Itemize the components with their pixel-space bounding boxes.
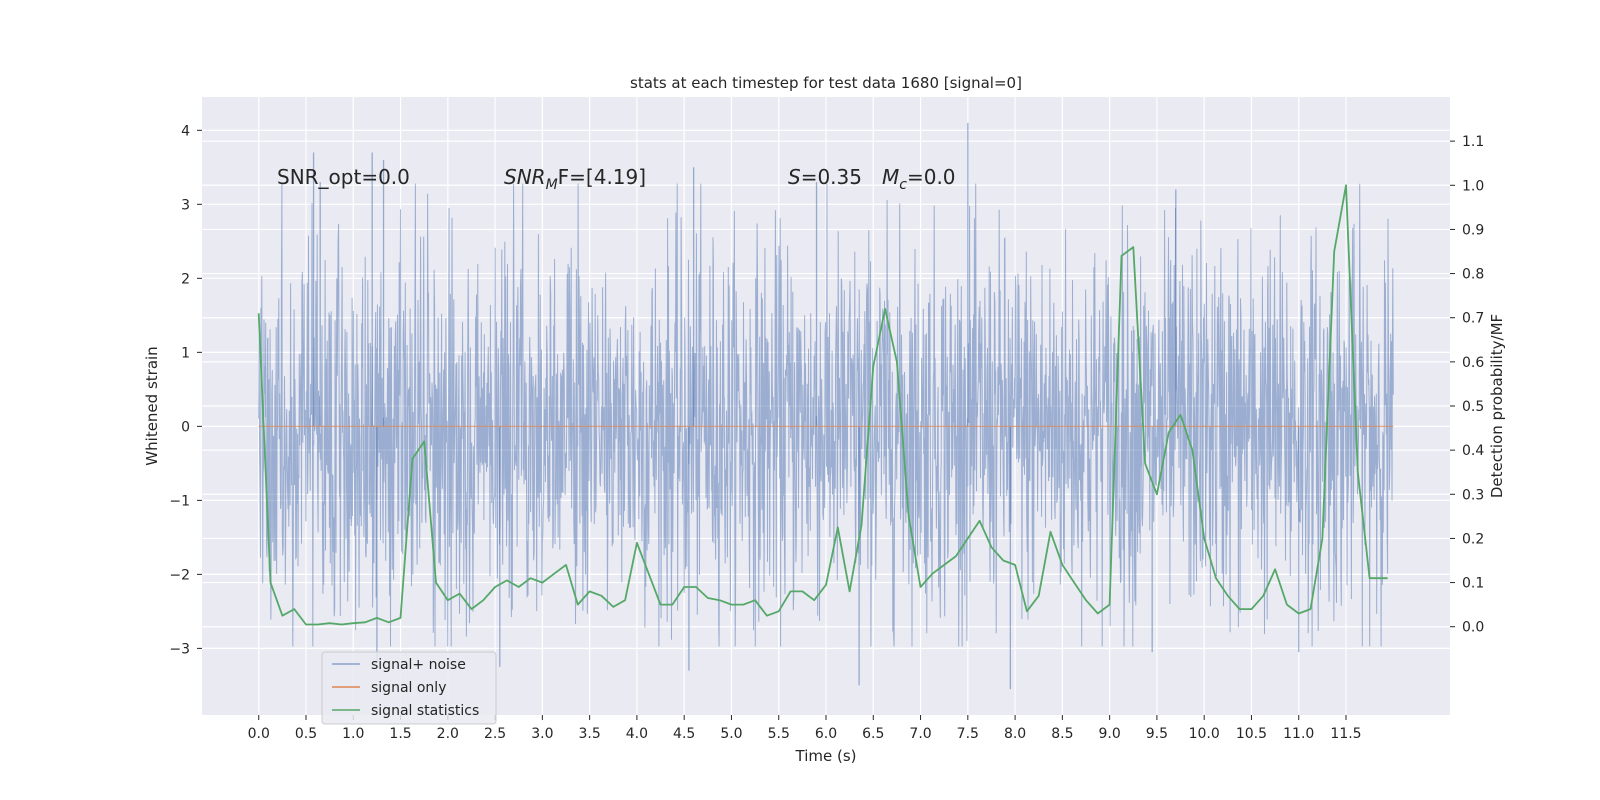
x-tick-label: 7.5: [957, 726, 979, 742]
y-right-tick-label: 0.5: [1462, 399, 1484, 415]
annotation-snr-mf: SNRMF=[4.19]: [504, 165, 646, 193]
x-tick-label: 0.0: [248, 726, 270, 742]
annotations: SNR_opt=0.0 SNRMF=[4.19] S=0.35 Mc=0.0: [277, 165, 956, 193]
s-var: S: [788, 165, 801, 189]
axes: 0.0 0.5 1.0 1.5 2.0 2.5 3.0 3.5 4.0 4.5 5.0 5.5 6.0 6…: [169, 123, 1484, 742]
y-right-tick-label: 1.1: [1462, 134, 1484, 150]
annotation-snr-opt: SNR_opt=0.0: [277, 165, 410, 189]
legend-label-signal-noise: signal+ noise: [371, 657, 466, 673]
y-left-tick-label: 2: [181, 271, 190, 287]
x-tick-label: 11.5: [1330, 726, 1361, 742]
x-tick-label: 3.5: [579, 726, 601, 742]
y-right-tick-label: 0.6: [1462, 355, 1484, 371]
legend-label-signal-statistics: signal statistics: [371, 703, 479, 719]
snr-mf-base: SNR: [504, 165, 546, 189]
y-axis-right-label: Detection probability/MF: [1488, 314, 1506, 498]
y-right-tick-label: 0.1: [1462, 576, 1484, 592]
signal-statistics-line: [257, 184, 1388, 626]
x-tick-label: 5.0: [720, 726, 742, 742]
y-left-tick-label: 0: [181, 419, 190, 435]
y-left-tick-label: 1: [181, 345, 190, 361]
x-tick-label: 10.0: [1189, 726, 1220, 742]
legend: signal+ noise signal only signal statist…: [321, 651, 497, 725]
legend-box: [321, 651, 497, 725]
y-right-tick-label: 0.2: [1462, 531, 1484, 547]
x-tick-label: 0.5: [295, 726, 317, 742]
legend-label-signal-only: signal only: [371, 680, 446, 696]
y-right-tick-label: 0.9: [1462, 222, 1484, 238]
signal-statistics-series: [257, 184, 1388, 626]
signal-noise-trace: [258, 183, 1394, 647]
x-tick-label: 11.0: [1283, 726, 1314, 742]
annotation-s: S=0.35: [788, 165, 862, 189]
x-tick-label: 3.0: [531, 726, 553, 742]
x-axis-label: Time (s): [795, 747, 857, 765]
x-tick-label: 9.0: [1099, 726, 1121, 742]
s-val: =0.35: [801, 165, 862, 189]
signal-noise-series: [258, 122, 1394, 690]
y-right-tick-label: 0.7: [1462, 311, 1484, 327]
y-right-tick-label: 1.0: [1462, 178, 1484, 194]
y-left-tick-label: −1: [169, 493, 190, 509]
x-tick-label: 5.5: [768, 726, 790, 742]
x-tick-label: 6.0: [815, 726, 837, 742]
x-tick-label: 8.5: [1051, 726, 1073, 742]
chart-title: stats at each timestep for test data 168…: [630, 74, 1022, 92]
x-tick-label: 6.5: [862, 726, 884, 742]
mc-val: =0.0: [907, 165, 956, 189]
snr-mf-rest: F=[4.19]: [558, 165, 646, 189]
x-tick-label: 10.5: [1236, 726, 1267, 742]
y-left-tick-label: 3: [181, 197, 190, 213]
y-right-tick-label: 0.4: [1462, 443, 1484, 459]
mc-sub: c: [899, 177, 907, 193]
y-right-tick-label: 0.8: [1462, 267, 1484, 283]
x-tick-label: 4.0: [626, 726, 648, 742]
y-left-tick-label: 4: [181, 123, 190, 139]
x-tick-label: 2.0: [437, 726, 459, 742]
snr-mf-sub: M: [546, 177, 558, 193]
x-tick-label: 9.5: [1146, 726, 1168, 742]
y-right-tick-label: 0.0: [1462, 620, 1484, 636]
y-left-tick-label: −2: [169, 567, 190, 583]
x-tick-label: 2.5: [484, 726, 506, 742]
x-tick-label: 7.0: [909, 726, 931, 742]
x-tick-label: 8.0: [1004, 726, 1026, 742]
y-left-tick-label: −3: [169, 641, 190, 657]
mc-var: M: [882, 165, 899, 189]
y-axis-left-label: Whitened strain: [143, 346, 161, 465]
x-tick-label: 4.5: [673, 726, 695, 742]
annotation-mc: Mc=0.0: [882, 165, 956, 193]
x-tick-label: 1.0: [342, 726, 364, 742]
y-right-tick-label: 0.3: [1462, 487, 1484, 503]
x-tick-label: 1.5: [389, 726, 411, 742]
